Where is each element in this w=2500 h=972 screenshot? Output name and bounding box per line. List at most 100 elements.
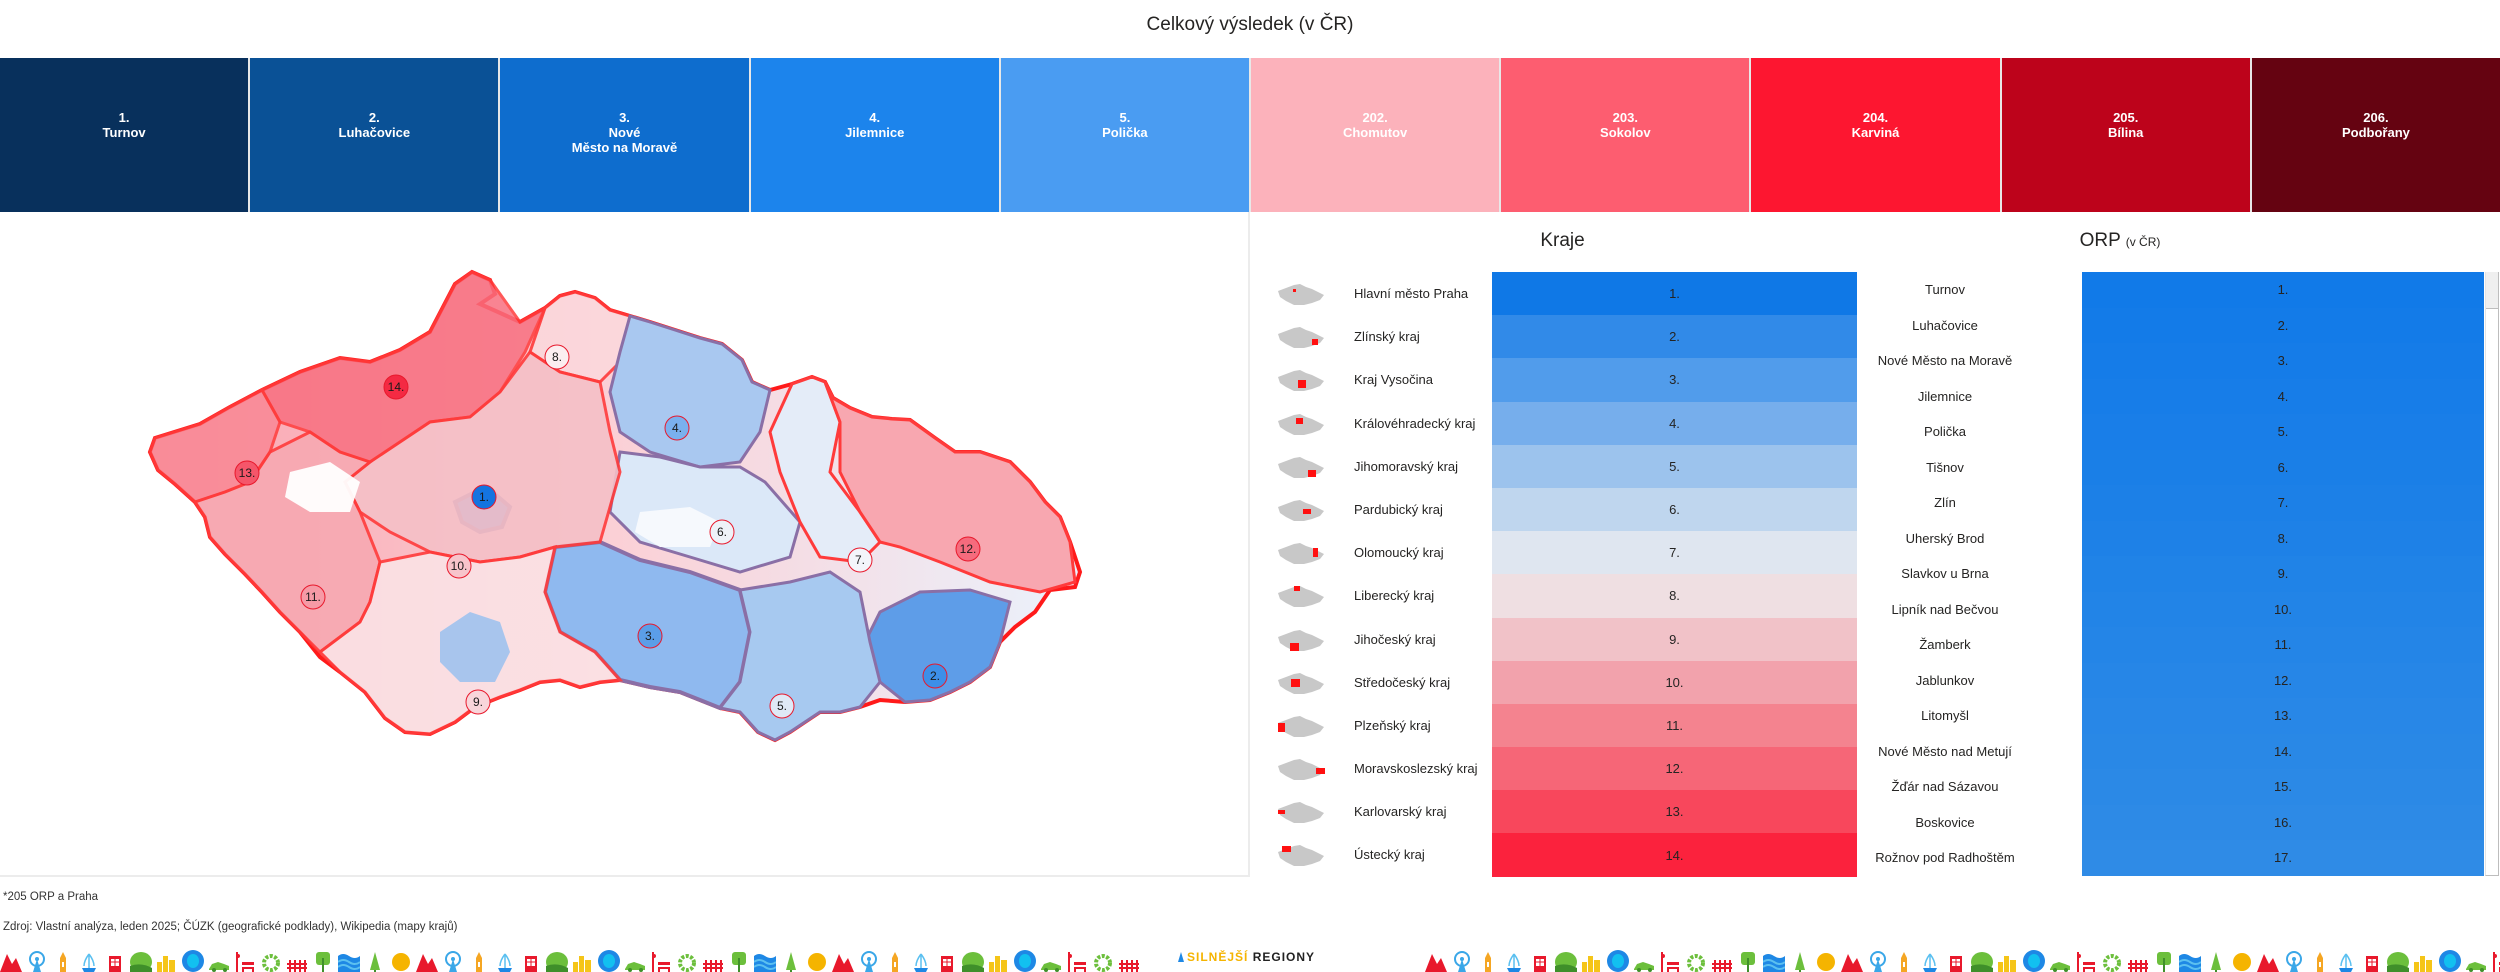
orp-row[interactable]: Polička 5. [1870,414,2485,450]
orp-row[interactable]: Nové Město na Moravě 3. [1870,343,2485,379]
region-rank-marker[interactable]: 9. [465,689,491,715]
orp-row[interactable]: Slavkov u Brna 9. [1870,556,2485,592]
pond-icon [2439,950,2461,972]
ranking-card[interactable]: 4. Jilemnice [750,58,1001,212]
region-rank-marker[interactable]: 2. [922,663,948,689]
fountain-icon [1923,953,1937,972]
marker-label: 1. [479,490,489,504]
kraje-row[interactable]: Liberecký kraj 8. [1262,574,1862,618]
orp-row[interactable]: Jilemnice 4. [1870,378,2485,414]
region-rank-marker[interactable]: 7. [847,547,873,573]
ranking-card[interactable]: 205. Bílina [2001,58,2252,212]
orp-rank-bar: 1. [2082,272,2484,308]
fountain-icon [498,953,512,972]
kraje-row[interactable]: Středočeský kraj 10. [1262,660,1862,704]
pond-icon [598,950,620,972]
czech-map[interactable]: 1. 2. 3. 4. 5. 6. 7. 8. 9. 10. 11. 12. 13. 14. [0,212,1248,875]
kraje-row[interactable]: Pardubický kraj 6. [1262,487,1862,532]
tower-icon [892,952,898,972]
marker-circle [446,553,472,579]
region-rank-marker[interactable]: 10. [446,553,472,579]
region-rank-marker[interactable]: 13. [234,460,260,486]
ranking-card[interactable]: 1. Turnov [0,58,251,212]
orp-row[interactable]: Boskovice 16. [1870,804,2485,840]
orp-name: Luhačovice [1912,317,1978,333]
marker-label: 10. [451,559,468,573]
region-rank-marker[interactable]: 6. [709,519,735,545]
fountain-icon [1507,953,1521,972]
orp-row[interactable]: Turnov 1. [1870,272,2485,308]
marker-circle [922,663,948,689]
orp-rank: 11. [2274,637,2292,653]
orp-row[interactable]: Tišnov 6. [1870,449,2485,485]
ranking-card[interactable]: 2. Luhačovice [250,58,501,212]
marker-label: 9. [473,695,483,709]
card-name: Sokolov [1600,125,1651,140]
ranking-card[interactable]: 204. Karviná [1751,58,2002,212]
region-rank-marker[interactable]: 5. [769,693,795,719]
kraje-rank: 11. [1665,717,1684,733]
region-minimap-icon [1278,413,1324,435]
orp-row[interactable]: Nové Město nad Metují 14. [1870,733,2485,769]
orp-rank-bar: 16. [2082,804,2484,840]
tree-icon [2157,952,2171,972]
region-bohemia-white-patch [285,462,360,512]
orp-rank: 3. [2277,353,2289,369]
kraje-row[interactable]: Kraj Vysočina 3. [1262,358,1862,402]
car-icon [1041,962,1061,972]
kraje-row[interactable]: Moravskoslezský kraj 12. [1262,747,1862,791]
orp-name: Jablunkov [1915,672,1975,688]
orp-row[interactable]: Jablunkov 12. [1870,662,2485,698]
orp-name: Polička [1924,424,1966,439]
ranking-card[interactable]: 206. Podbořany [2251,58,2500,212]
kraje-row[interactable]: Ústecký kraj 14. [1262,833,1862,877]
mountains-icon [832,954,854,972]
car-icon [625,962,645,972]
orp-scrollbar-thumb[interactable] [2486,272,2498,309]
phone-booth-icon [2366,956,2378,972]
kraje-rank-bar: 8. [1492,574,1857,618]
kraje-row[interactable]: Plzeňský kraj 11. [1262,703,1862,748]
ranking-card[interactable]: 3. Nové Město na Moravě [500,58,751,212]
region-minimap-icon [1278,759,1325,781]
kraje-row[interactable]: Jihočeský kraj 9. [1262,617,1862,661]
kraje-row[interactable]: Karlovarský kraj 13. [1262,790,1862,834]
ranking-card[interactable]: 202. Chomutov [1251,58,1502,212]
orp-row[interactable]: Žamberk 11. [1870,627,2485,663]
kraje-row[interactable]: Hlavní město Praha 1. [1262,272,1862,316]
orp-rank-bar: 14. [2082,733,2484,769]
region-rank-marker[interactable]: 12. [955,536,981,562]
region-rank-marker[interactable]: 3. [637,623,663,649]
ranking-card[interactable]: 5. Polička [1000,58,1252,212]
ferris-wheel-icon [861,951,877,972]
orp-row[interactable]: Luhačovice 2. [1870,307,2485,343]
kraje-name: Liberecký kraj [1354,588,1435,604]
orp-row[interactable]: Žďár nad Sázavou 15. [1870,769,2485,805]
kraje-row[interactable]: Jihomoravský kraj 5. [1262,444,1862,488]
kraje-name: Ústecký kraj [1354,847,1425,863]
kraje-row[interactable]: Olomoucký kraj 7. [1262,531,1862,575]
orp-scrollbar[interactable] [2485,272,2499,876]
orp-name: Žamberk [1919,637,1971,652]
orp-row[interactable]: Zlín 7. [1870,485,2485,521]
orp-row[interactable]: Rožnov pod Radhoštěm 17. [1870,840,2485,876]
orp-row[interactable]: Uherský Brod 8. [1870,520,2485,556]
city-icon [989,956,1007,972]
marker-circle [234,460,260,486]
kraje-row[interactable]: Zlínský kraj 2. [1262,315,1862,359]
silnejsi-regiony-logo: SILNĚJŠÍ REGIONY [1178,950,1315,964]
region-rank-marker[interactable]: 14. [383,374,409,400]
orp-rank-bar: 3. [2082,343,2484,379]
kraje-rank-bar: 6. [1492,487,1857,532]
orp-row[interactable]: Lipník nad Bečvou 10. [1870,591,2485,627]
logo-drop-icon [1178,952,1184,962]
region-rank-marker[interactable]: 4. [664,415,690,441]
kraje-name: Olomoucký kraj [1354,545,1444,561]
region-rank-marker[interactable]: 1. [471,484,497,510]
region-rank-marker[interactable]: 11. [300,584,326,610]
kraje-name: Královéhradecký kraj [1354,415,1476,431]
region-rank-marker[interactable]: 8. [544,344,570,370]
kraje-row[interactable]: Královéhradecký kraj 4. [1262,401,1862,445]
ranking-card[interactable]: 203. Sokolov [1501,58,1752,212]
orp-row[interactable]: Litomyšl 13. [1870,698,2485,734]
